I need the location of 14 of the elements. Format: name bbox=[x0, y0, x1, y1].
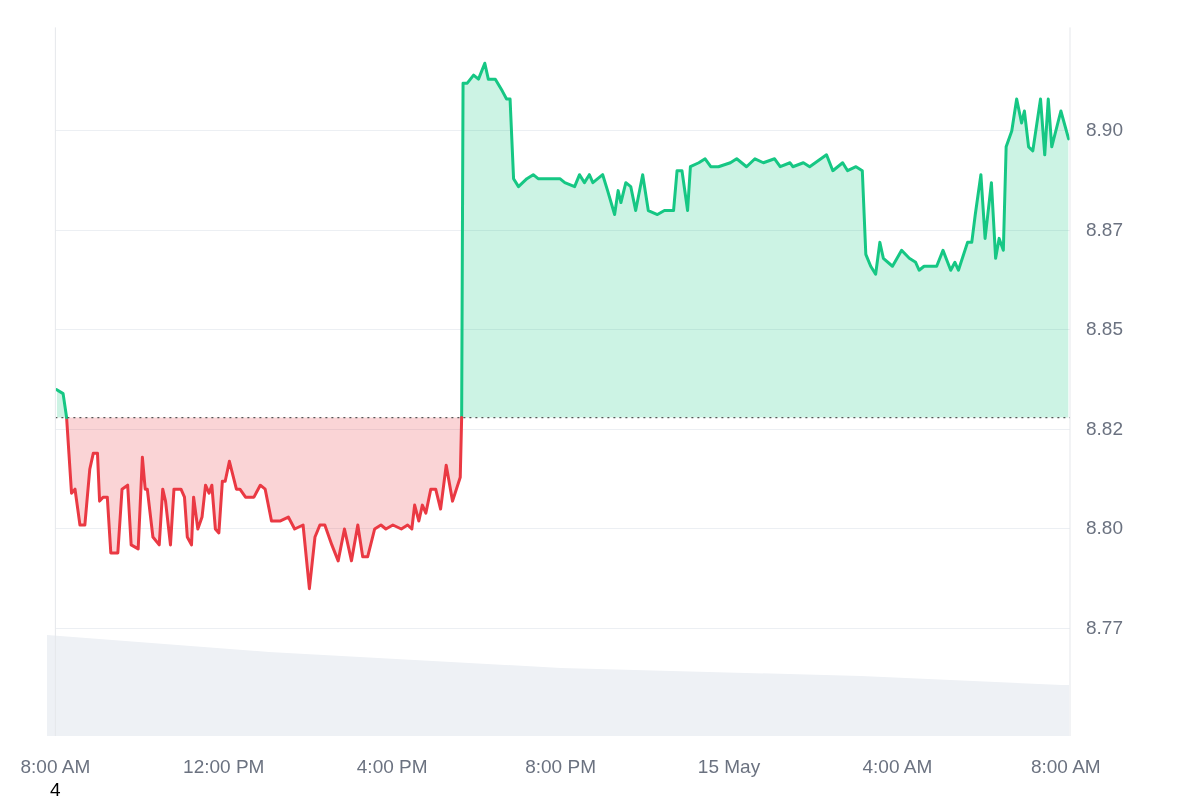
y-tick-label: 8.77 bbox=[1086, 616, 1123, 638]
x-tick-label: 12:00 PM bbox=[183, 755, 265, 777]
x-tick-label: 15 May bbox=[697, 755, 761, 777]
x-tick-label: 8:00 AM bbox=[20, 755, 91, 777]
x-tick-label: 4:00 AM bbox=[862, 755, 933, 777]
x-tick-label: 8:00 PM bbox=[525, 755, 596, 777]
y-tick-label: 8.82 bbox=[1086, 417, 1123, 439]
y-tick-label: 8.87 bbox=[1086, 218, 1123, 240]
y-tick-label: 8.90 bbox=[1086, 119, 1123, 141]
x-tick-label: 8:00 AM bbox=[1030, 755, 1101, 777]
y-tick-label: 8.80 bbox=[1086, 517, 1123, 539]
x-tick-label: 4:00 PM bbox=[356, 755, 428, 777]
text: 4 bbox=[50, 779, 61, 800]
y-tick-label: 8.85 bbox=[1086, 318, 1123, 340]
